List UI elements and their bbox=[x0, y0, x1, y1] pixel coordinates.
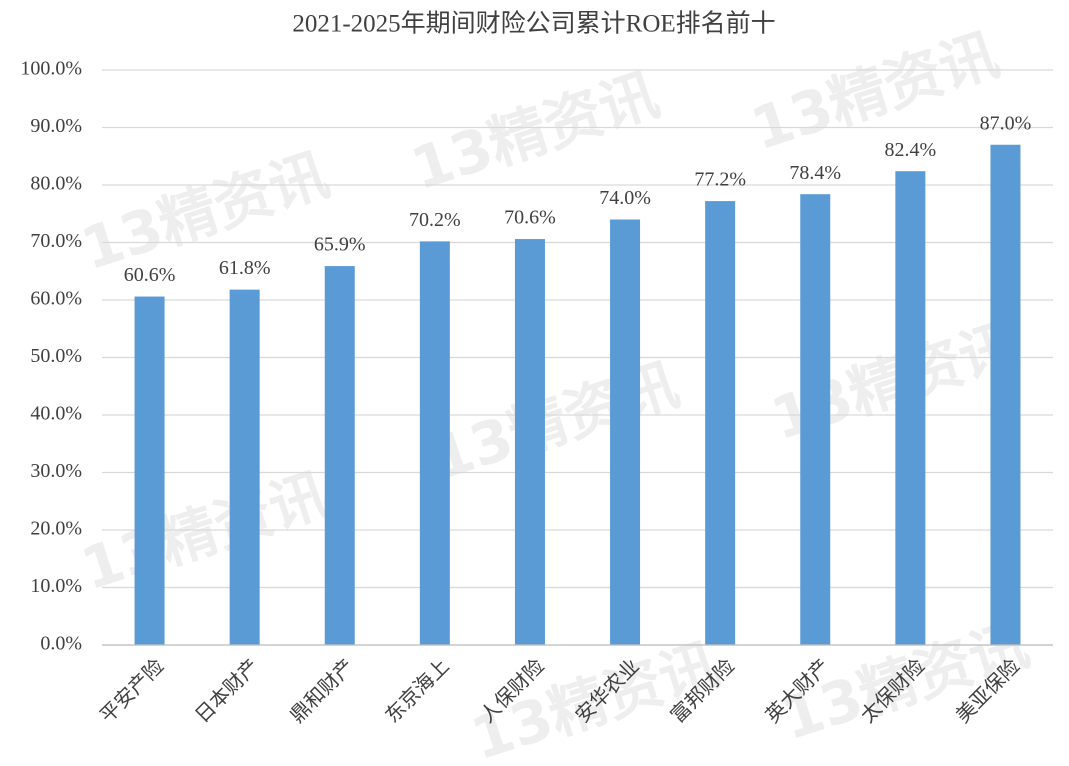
bar bbox=[419, 241, 450, 645]
y-tick-label: 80.0% bbox=[30, 173, 82, 195]
x-tick-label: 东京海上 bbox=[381, 655, 454, 728]
watermark: 13精资讯 bbox=[73, 140, 336, 283]
y-tick-label: 40.0% bbox=[30, 403, 82, 425]
y-tick-label: 70.0% bbox=[30, 230, 82, 252]
data-label: 87.0% bbox=[980, 112, 1032, 134]
bar bbox=[705, 201, 736, 645]
data-label: 74.0% bbox=[599, 187, 651, 209]
bar bbox=[990, 144, 1021, 645]
bar bbox=[895, 171, 926, 645]
watermark: 13精资讯 bbox=[743, 20, 1006, 163]
watermark: 13精资讯 bbox=[423, 350, 686, 493]
y-tick-label: 50.0% bbox=[30, 345, 82, 367]
y-tick-label: 20.0% bbox=[30, 518, 82, 540]
y-tick-label: 10.0% bbox=[30, 575, 82, 597]
y-tick-label: 60.0% bbox=[30, 288, 82, 310]
data-label: 78.4% bbox=[789, 162, 841, 184]
y-tick-label: 100.0% bbox=[20, 58, 82, 80]
data-label: 70.6% bbox=[504, 207, 556, 229]
bar bbox=[610, 219, 641, 645]
y-tick-label: 90.0% bbox=[30, 115, 82, 137]
chart-title: 2021-2025年期间财险公司累计ROE排名前十 bbox=[292, 10, 775, 38]
data-label: 61.8% bbox=[219, 257, 271, 279]
x-tick-label: 平安产险 bbox=[96, 655, 169, 728]
y-tick-label: 30.0% bbox=[30, 460, 82, 482]
y-tick-label: 0.0% bbox=[40, 633, 82, 655]
watermark: 13精资讯 bbox=[73, 460, 336, 603]
bar bbox=[514, 239, 545, 646]
bar bbox=[800, 194, 831, 645]
data-label: 70.2% bbox=[409, 209, 461, 231]
data-label: 60.6% bbox=[124, 264, 176, 286]
bar bbox=[134, 296, 165, 645]
data-label: 82.4% bbox=[885, 139, 937, 161]
data-label: 65.9% bbox=[314, 234, 366, 256]
bar bbox=[229, 289, 260, 645]
watermark: 13精资讯 bbox=[403, 60, 666, 203]
x-tick-label: 日本财产 bbox=[191, 655, 264, 728]
bar bbox=[324, 266, 355, 645]
data-label: 77.2% bbox=[694, 169, 746, 191]
x-tick-label: 鼎和财产 bbox=[286, 655, 359, 728]
